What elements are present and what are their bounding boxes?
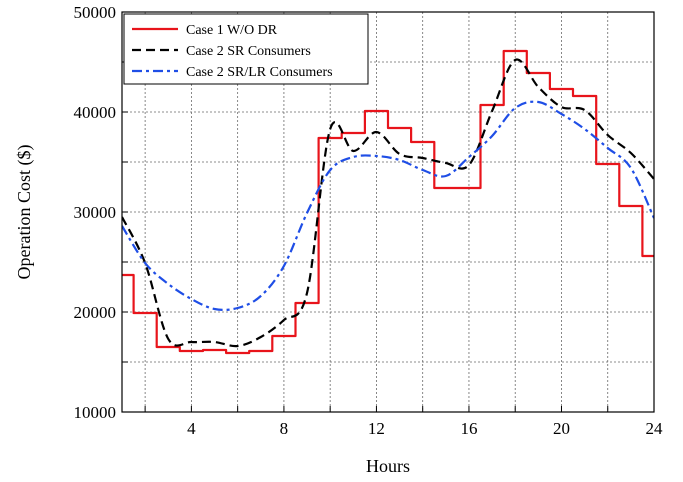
series-layer	[122, 49, 654, 355]
legend-label-3: Case 2 SR/LR Consumers	[186, 65, 333, 80]
x-tick-label: 24	[646, 419, 664, 438]
x-axis-label: Hours	[366, 456, 410, 476]
series-line-1	[122, 49, 654, 355]
x-tick-label: 8	[280, 419, 289, 438]
legend: Case 1 W/O DR Case 2 SR Consumers Case 2 S…	[123, 13, 369, 85]
x-tick-label: 12	[368, 419, 385, 438]
y-tick-label: 40000	[74, 103, 117, 122]
y-axis-label: Operation Cost ($)	[14, 145, 35, 280]
x-tick-label: 16	[460, 419, 477, 438]
tick-labels: 4 8 12 16 20 24 10000 20000 30000 40000 50000	[74, 3, 664, 438]
legend-label-1: Case 1 W/O DR	[186, 23, 278, 38]
ticks	[122, 11, 655, 413]
y-tick-label: 20000	[74, 303, 117, 322]
y-tick-label: 10000	[74, 403, 117, 422]
x-tick-label: 4	[187, 419, 196, 438]
x-tick-label: 20	[553, 419, 570, 438]
series-line-3	[122, 100, 654, 312]
series-line-2	[122, 58, 654, 348]
y-tick-label: 50000	[74, 3, 117, 22]
y-tick-label: 30000	[74, 203, 117, 222]
legend-label-2: Case 2 SR Consumers	[186, 44, 311, 59]
